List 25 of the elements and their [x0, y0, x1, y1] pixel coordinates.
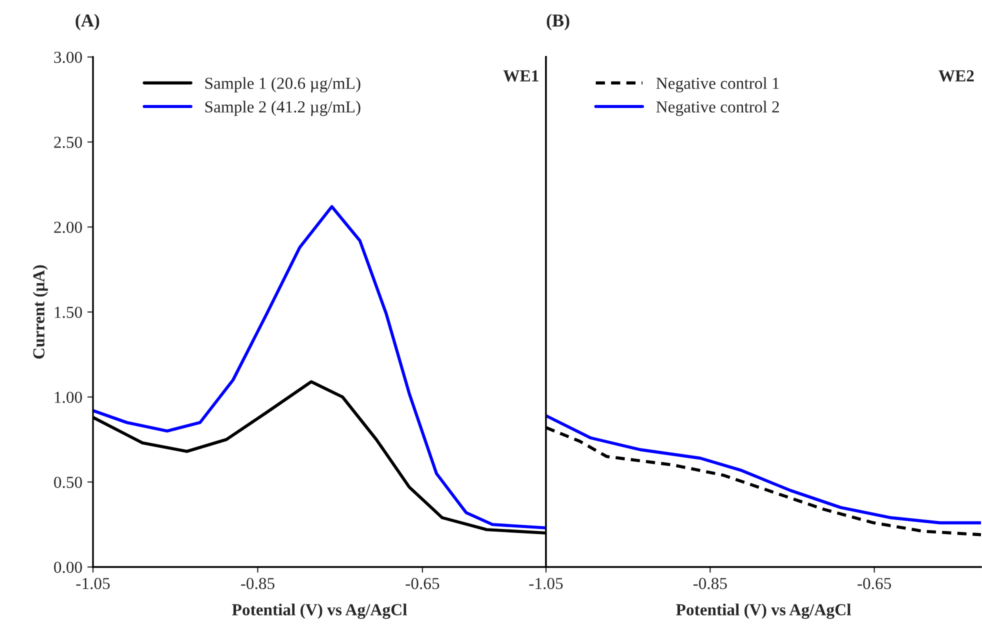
- annotation: WE2: [938, 70, 974, 82]
- annotation: WE1: [503, 70, 538, 82]
- x-tick-label: -0.85: [240, 578, 274, 590]
- x-axis-title: Potential (V) vs Ag/AgCl: [232, 604, 407, 619]
- legend-label: Negative control 1: [656, 77, 779, 92]
- x-axis-title: Potential (V) vs Ag/AgCl: [676, 604, 851, 619]
- x-tick-label: -0.85: [693, 578, 727, 590]
- legend-label: Negative control 2: [656, 100, 779, 116]
- x-tick-label: -1.05: [529, 578, 563, 590]
- y-tick-label: 2.50: [54, 136, 82, 148]
- line-series: [93, 205, 546, 530]
- y-tick-label: 0.50: [54, 476, 82, 488]
- x-tick-label: -0.65: [858, 578, 892, 590]
- y-axis-title: Current (µA): [32, 265, 48, 359]
- y-tick-label: 1.00: [54, 392, 82, 404]
- y-tick-label: 2.00: [54, 222, 82, 234]
- y-tick-label: 3.00: [54, 52, 82, 64]
- y-tick-label: 1.50: [54, 306, 82, 318]
- chart-title: (B): [546, 14, 570, 30]
- chart-title: (A): [76, 14, 100, 30]
- x-tick-label: -0.65: [406, 578, 440, 590]
- legend-label: Sample 1 (20.6 µg/mL): [205, 77, 360, 92]
- y-tick-label: 0.00: [54, 562, 82, 574]
- legend-label: Sample 2 (41.2 µg/mL): [205, 100, 360, 116]
- x-tick-label: -1.05: [76, 578, 110, 590]
